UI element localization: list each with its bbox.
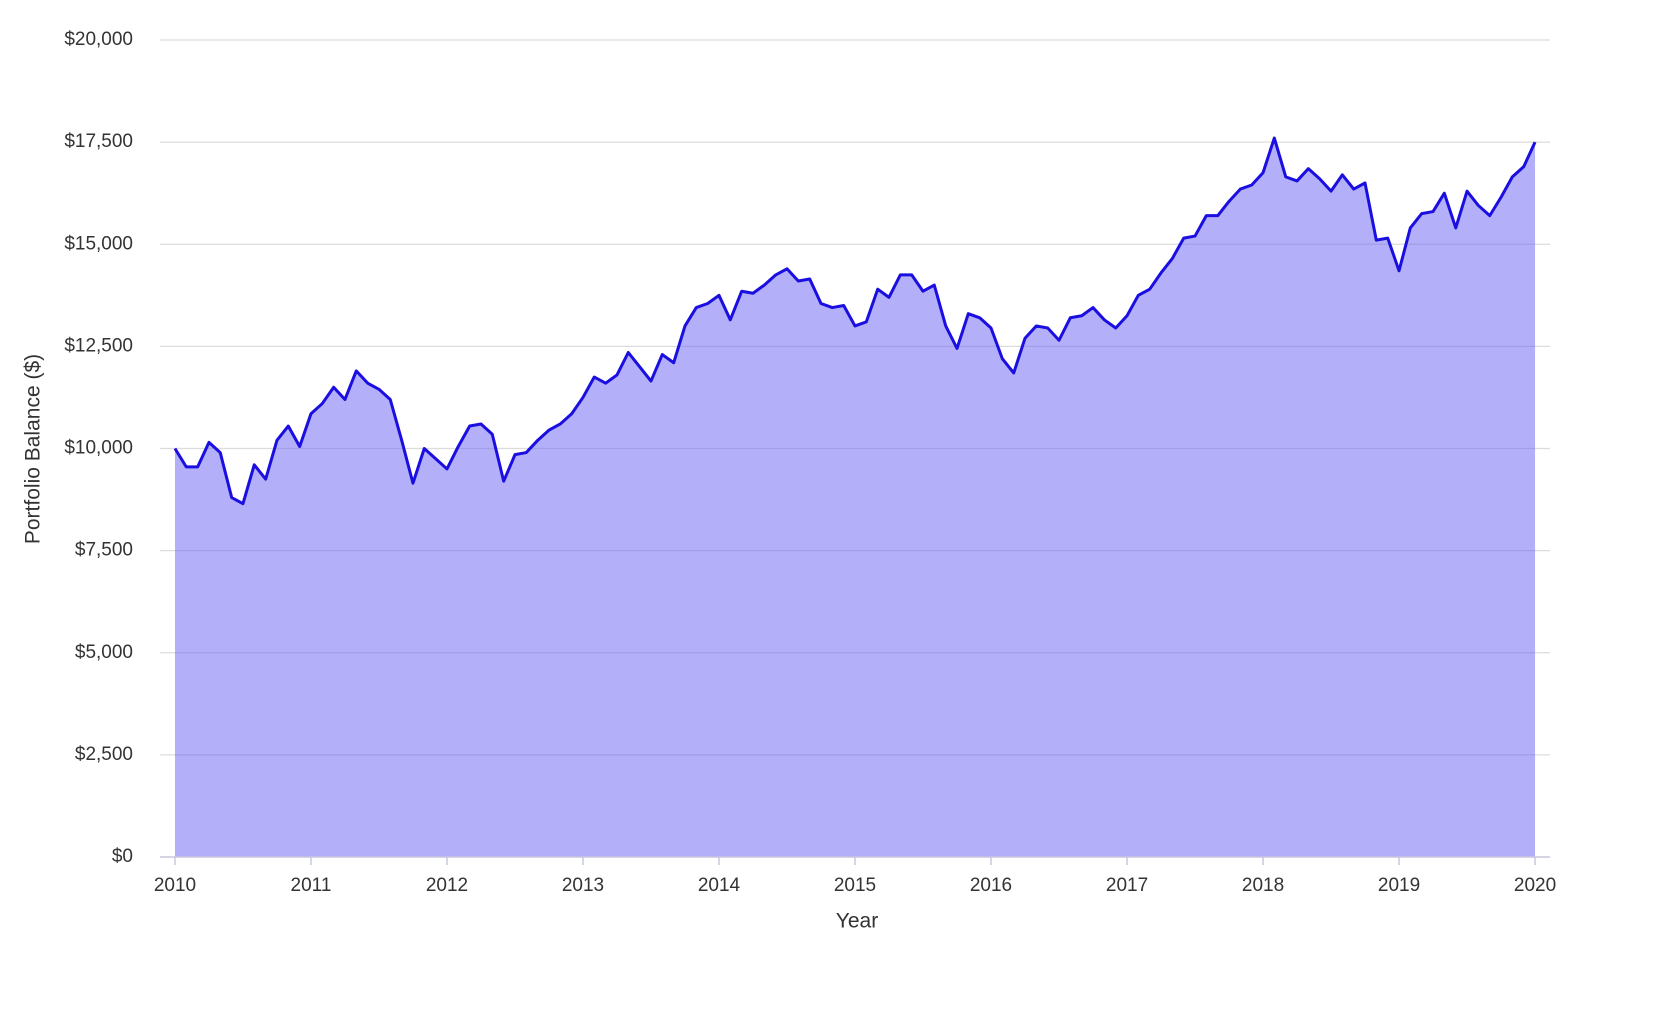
y-tick-label: $17,500 <box>64 131 133 152</box>
x-tick-label: 2018 <box>1242 875 1284 896</box>
y-axis-label: Portfolio Balance ($) <box>22 354 45 544</box>
x-tick-label: 2017 <box>1106 875 1148 896</box>
x-tick-label: 2020 <box>1514 875 1556 896</box>
x-tick-label: 2013 <box>562 875 604 896</box>
x-tick-label: 2011 <box>291 875 332 896</box>
x-tick-label: 2015 <box>834 875 876 896</box>
y-tick-label: $5,000 <box>75 642 133 663</box>
x-tick-label: 2010 <box>154 875 196 896</box>
x-tick-label: 2012 <box>426 875 468 896</box>
x-tick-label: 2019 <box>1378 875 1420 896</box>
area <box>174 138 1536 858</box>
y-tick-label: $7,500 <box>75 540 133 561</box>
y-tick-label: $15,000 <box>64 233 133 254</box>
x-tick-label: 2014 <box>698 875 741 896</box>
x-tick-label: 2016 <box>970 875 1012 896</box>
y-tick-label: $12,500 <box>64 335 133 356</box>
y-tick-label: $20,000 <box>64 29 133 50</box>
line <box>173 136 1537 506</box>
y-tick-label: $0 <box>112 846 133 867</box>
y-tick-label: $2,500 <box>75 744 133 765</box>
y-tick-label: $10,000 <box>64 438 133 459</box>
x-axis-label: Year <box>836 910 878 933</box>
